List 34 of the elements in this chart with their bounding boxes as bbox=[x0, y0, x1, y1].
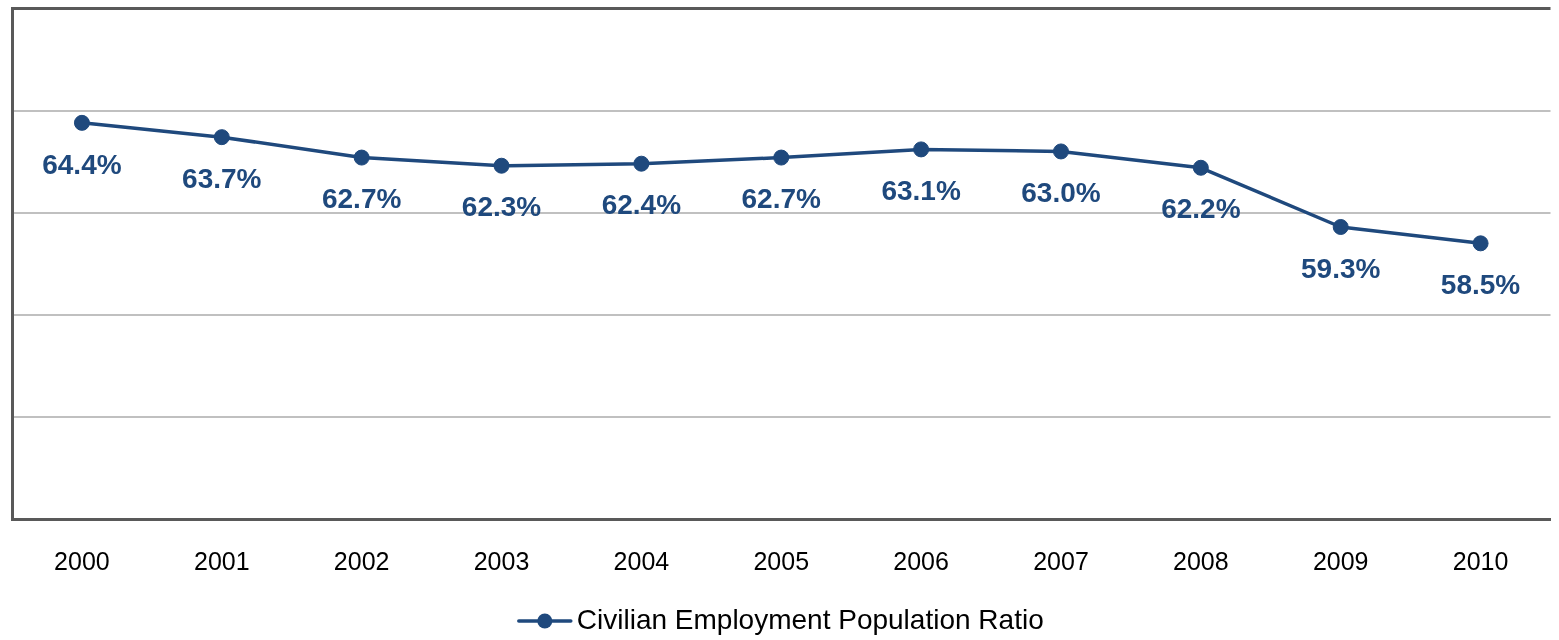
data-label: 62.7% bbox=[741, 183, 822, 215]
x-tick-label: 2000 bbox=[54, 546, 110, 575]
point bbox=[1192, 159, 1209, 176]
data-label: 59.3% bbox=[1301, 252, 1381, 284]
point bbox=[633, 155, 650, 172]
x-tick-label: 2010 bbox=[1452, 546, 1509, 575]
x-tick-label: 2002 bbox=[333, 546, 390, 575]
x-tick-label: 2008 bbox=[1173, 546, 1229, 575]
data-label: 62.3% bbox=[461, 191, 542, 223]
x-tick-label: 2007 bbox=[1033, 546, 1089, 575]
data-label: 63.1% bbox=[881, 175, 961, 207]
point bbox=[73, 114, 90, 131]
data-label: 62.2% bbox=[1161, 193, 1241, 225]
x-tick-label: 2006 bbox=[893, 546, 949, 575]
point bbox=[353, 149, 370, 166]
point bbox=[1472, 235, 1489, 252]
data-label: 63.7% bbox=[182, 162, 262, 194]
data-label: 64.4% bbox=[42, 148, 122, 180]
data-label: 62.4% bbox=[601, 189, 682, 221]
x-tick-label: 2005 bbox=[753, 546, 810, 575]
data-label: 58.5% bbox=[1440, 269, 1521, 301]
point bbox=[1052, 143, 1069, 160]
point bbox=[493, 157, 510, 174]
legend-label: Civilian Employment Population Ratio bbox=[576, 603, 1044, 635]
x-tick-label: 2003 bbox=[473, 546, 530, 575]
point bbox=[1332, 218, 1349, 235]
data-label: 62.7% bbox=[321, 183, 402, 215]
point bbox=[913, 141, 930, 158]
point bbox=[213, 129, 230, 146]
x-tick-label: 2009 bbox=[1312, 546, 1369, 575]
x-tick-label: 2004 bbox=[613, 546, 670, 575]
point bbox=[773, 149, 790, 166]
x-tick-label: 2001 bbox=[193, 546, 250, 575]
data-label: 63.0% bbox=[1021, 177, 1101, 209]
